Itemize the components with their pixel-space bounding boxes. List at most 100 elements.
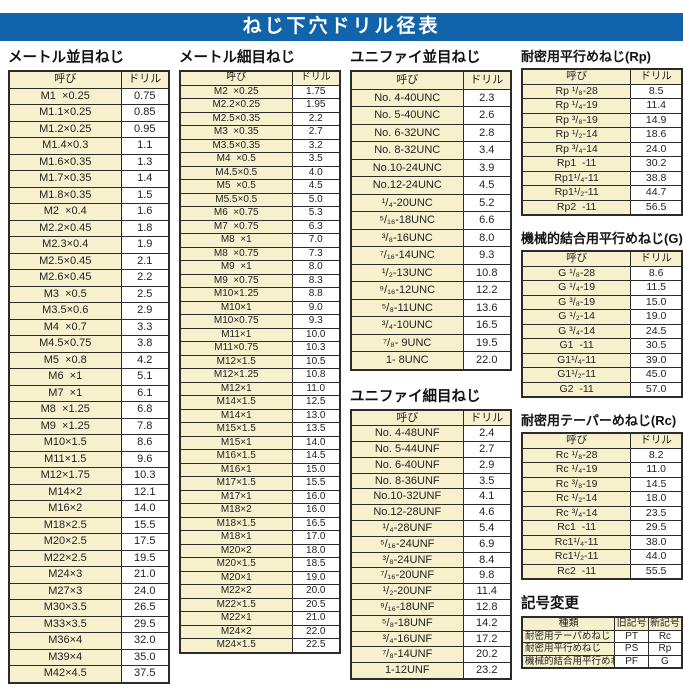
table-row: Rp ¹/₄-19 11.4 — [521, 98, 683, 114]
table-row: M8 ×1.25 6.8 — [8, 401, 170, 419]
table-row: Rc1 -11 29.5 — [521, 520, 683, 536]
thread-name-cell: No. 5-44UNF — [350, 441, 464, 458]
table-row: ⁹/₁₆-18UNF 12.8 — [350, 599, 512, 616]
drill-value-cell: 3.5 — [291, 152, 341, 167]
table-row: M3 ×0.35 2.7 — [179, 125, 341, 140]
table-row: M4 ×0.5 3.5 — [179, 152, 341, 167]
thread-name-cell: Rp ³/₄-14 — [521, 141, 632, 157]
table-row: M18×1.5 16.5 — [179, 516, 341, 531]
new-symbol-cell: G — [647, 654, 683, 669]
table-row: M14×1.5 12.5 — [179, 395, 341, 410]
thread-name-cell: ³/₈-16UNC — [350, 228, 464, 247]
thread-name-cell: Rc ³/₄-14 — [521, 505, 632, 521]
table-row: Rc2 -11 55.5 — [521, 563, 683, 580]
thread-name-cell: ¹/₄-28UNF — [350, 520, 464, 537]
table-row: Rp ³/₈-19 14.9 — [521, 112, 683, 128]
table-row: ⁵/₁₆-18UNC 6.6 — [350, 211, 512, 230]
drill-value-cell: 7.0 — [291, 233, 341, 248]
table-row: M6 ×1 5.1 — [8, 368, 170, 386]
table-row: M5 ×0.5 4.5 — [179, 179, 341, 194]
drill-value-cell: 9.8 — [462, 567, 512, 585]
table-row: M2.6×0.45 2.2 — [8, 269, 170, 287]
drill-value-cell: 18.0 — [291, 543, 341, 558]
thread-name-cell: M17×1 — [179, 489, 293, 504]
table-row: M5 ×0.8 4.2 — [8, 351, 170, 369]
new-symbol-cell: Rc — [647, 629, 683, 643]
thread-name-cell: M15×1.5 — [179, 422, 293, 437]
table-row: M18×2.5 15.5 — [8, 516, 170, 534]
thread-name-cell: ¹/₂-13UNC — [350, 263, 464, 282]
thread-name-cell: M20×2.5 — [8, 533, 122, 551]
thread-name-cell: M4 ×0.5 — [179, 152, 293, 167]
table-row: No. 4-48UNF 2.4 — [350, 425, 512, 443]
rc-table: 呼び ドリル Rc ¹/₈-28 8.2 Rc ¹/₄-19 11.0 Rc ³/₈-1… — [521, 432, 683, 580]
drill-value-cell: 16.5 — [291, 516, 341, 531]
drill-value-cell: 21.0 — [120, 566, 170, 584]
rp-rows: Rp ¹/₈-28 8.5 Rp ¹/₄-19 11.4 Rp ³/₈-19 14.9 Rp… — [521, 83, 683, 216]
drill-value-cell: 1.8 — [120, 219, 170, 237]
thread-name-cell: ⁹/₁₆-12UNC — [350, 281, 464, 300]
thread-name-cell: M1.2×0.25 — [8, 120, 122, 138]
thread-name-cell: M10×1 — [179, 300, 293, 315]
thread-name-cell: M33×3.5 — [8, 615, 122, 633]
drill-value-cell: 2.7 — [291, 125, 341, 140]
thread-name-cell: G ³/₄-14 — [521, 323, 632, 339]
table-row: G1 -11 30.5 — [521, 338, 683, 354]
table-row: Rc ¹/₈-28 8.2 — [521, 447, 683, 463]
drill-value-cell: 5.4 — [462, 520, 512, 537]
thread-name-cell: M8 ×1 — [179, 233, 293, 248]
drill-value-cell: 19.5 — [462, 333, 512, 352]
drill-value-cell: 10.3 — [291, 341, 341, 356]
table-row: M1 ×0.25 0.75 — [8, 87, 170, 105]
symbol-change-table: 種類 旧記号 新記号 耐密用テーパめねじ PT Rc 耐密用平行めねじ PS Rp 機械的結… — [521, 616, 683, 669]
table-row: 機械的結合用平行めねじPFG — [521, 654, 683, 669]
thread-name-cell: M4.5×0.5 — [179, 165, 293, 180]
header-row: 呼び ドリル — [521, 432, 683, 449]
thread-name-cell: M18×1 — [179, 530, 293, 545]
table-row: No. 6-32UNC 2.8 — [350, 123, 512, 142]
drill-value-cell: 4.5 — [291, 179, 341, 194]
column-header-drill: ドリル — [120, 70, 170, 89]
header-row: 呼び ドリル — [8, 70, 170, 89]
drill-value-cell: 55.5 — [630, 563, 683, 580]
thread-name-cell: M6 ×0.75 — [179, 206, 293, 221]
table-row: Rp ¹/₂-14 18.6 — [521, 127, 683, 143]
drill-value-cell: 2.2 — [120, 269, 170, 287]
drill-value-cell: 4.6 — [462, 504, 512, 522]
table-row: M11×1 10.0 — [179, 327, 341, 342]
rc-rows: Rc ¹/₈-28 8.2 Rc ¹/₄-19 11.0 Rc ³/₈-19 14.5 Rc… — [521, 447, 683, 580]
drill-value-cell: 0.75 — [120, 87, 170, 105]
table-row: ⁵/₈-18UNF 14.2 — [350, 614, 512, 632]
drill-value-cell: 13.0 — [291, 408, 341, 423]
drill-value-cell: 2.9 — [462, 456, 512, 474]
table-row: M1.7×0.35 1.4 — [8, 170, 170, 188]
drill-value-cell: 8.6 — [120, 434, 170, 452]
thread-name-cell: No.10-24UNC — [350, 158, 464, 177]
thread-name-cell: M2.2×0.45 — [8, 219, 122, 237]
column-metric-fine: メートル細目ねじ 呼び ドリル M2 ×0.25 1.75 M2.2×0.25 1.9… — [179, 45, 341, 684]
table-row: M2.5×0.45 2.1 — [8, 252, 170, 270]
drill-value-cell: 8.0 — [291, 260, 341, 275]
old-symbol-cell: PT — [614, 629, 649, 643]
table-row: M14×1 13.0 — [179, 408, 341, 423]
drill-value-cell: 20.5 — [291, 597, 341, 612]
table-row: 1- 8UNC 22.0 — [350, 351, 512, 370]
thread-name-cell: Rp1¹/₄-11 — [521, 170, 632, 186]
table-row: Rp1¹/₂-11 44.7 — [521, 185, 683, 201]
thread-name-cell: M3 ×0.35 — [179, 125, 293, 140]
table-row: M4.5×0.75 3.8 — [8, 335, 170, 353]
drill-value-cell: 7.8 — [120, 417, 170, 435]
table-row: M10×1.5 8.6 — [8, 434, 170, 452]
drill-value-cell: 20.2 — [462, 646, 512, 664]
thread-name-cell: No. 8-32UNC — [350, 141, 464, 160]
table-row: G ³/₄-14 24.5 — [521, 323, 683, 339]
drill-value-cell: 0.95 — [120, 120, 170, 138]
thread-name-cell: M16×2 — [8, 500, 122, 518]
drill-value-cell: 12.2 — [462, 281, 512, 300]
metric-fine-rows: M2 ×0.25 1.75 M2.2×0.25 1.95 M2.5×0.35 2.2 M3 … — [179, 84, 341, 653]
thread-name-cell: M1.4×0.3 — [8, 137, 122, 155]
drill-value-cell: 22.0 — [291, 624, 341, 639]
thread-name-cell: M10×1.5 — [8, 434, 122, 452]
thread-name-cell: Rp2 -11 — [521, 199, 632, 216]
thread-name-cell: M5 ×0.8 — [8, 351, 122, 369]
